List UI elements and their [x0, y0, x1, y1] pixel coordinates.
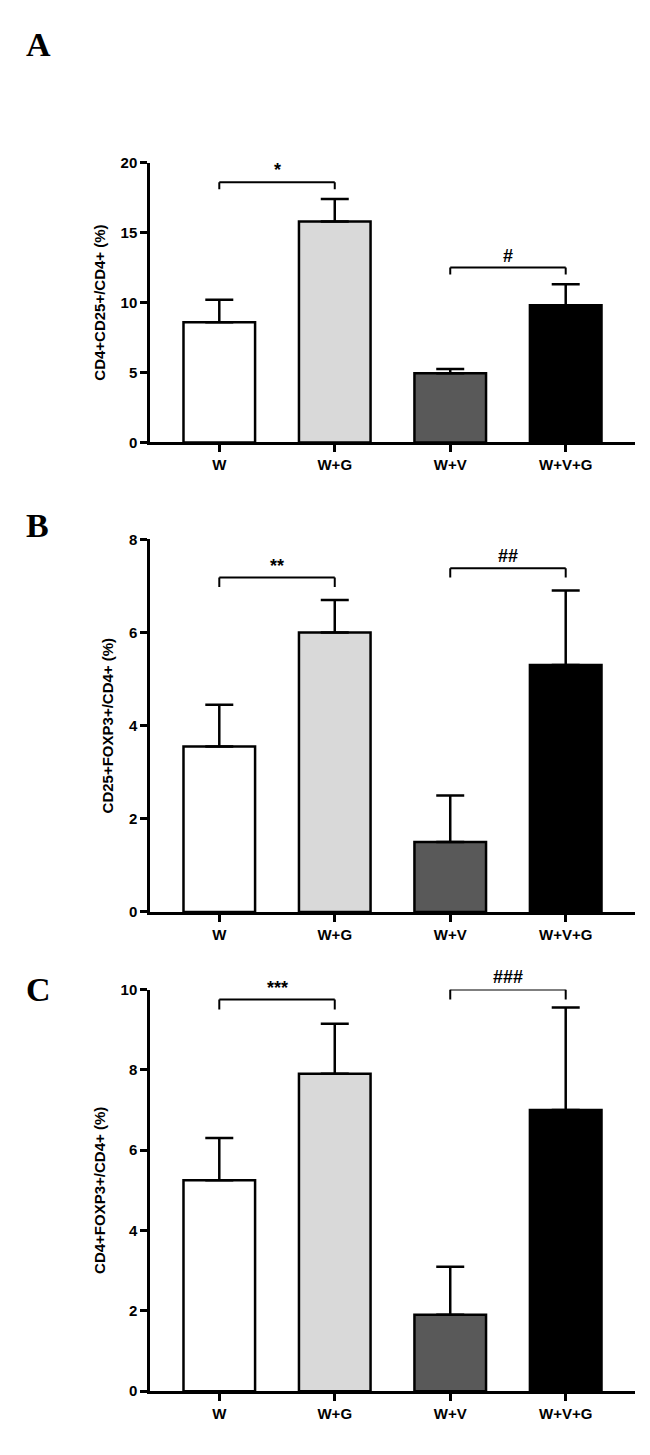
svg-text:W+V: W+V [434, 456, 467, 473]
svg-text:*: * [274, 160, 281, 180]
svg-text:B: B [26, 507, 49, 544]
svg-text:W: W [212, 456, 227, 473]
svg-text:0: 0 [129, 434, 137, 451]
svg-text:###: ### [493, 967, 523, 987]
svg-text:10: 10 [121, 981, 138, 998]
svg-text:W+V+G: W+V+G [539, 456, 592, 473]
svg-text:W+V: W+V [434, 926, 467, 943]
svg-text:##: ## [498, 546, 518, 566]
svg-text:W+G: W+G [317, 926, 352, 943]
svg-text:C: C [26, 971, 51, 1008]
svg-text:6: 6 [129, 624, 137, 641]
svg-text:15: 15 [121, 224, 138, 241]
svg-text:0: 0 [129, 1382, 137, 1399]
svg-text:2: 2 [129, 1302, 137, 1319]
svg-text:8: 8 [129, 1061, 137, 1078]
svg-text:CD4+FOXP3+/CD4+ (%): CD4+FOXP3+/CD4+ (%) [91, 1107, 108, 1274]
svg-text:**: ** [270, 556, 284, 576]
svg-text:2: 2 [129, 810, 137, 827]
svg-text:W+V: W+V [434, 1405, 467, 1422]
svg-text:CD4+CD25+/CD4+ (%): CD4+CD25+/CD4+ (%) [91, 224, 108, 380]
svg-text:0: 0 [129, 903, 137, 920]
svg-text:#: # [503, 246, 513, 266]
svg-text:4: 4 [129, 717, 138, 734]
svg-text:W+V+G: W+V+G [539, 1405, 592, 1422]
svg-text:8: 8 [129, 531, 137, 548]
svg-text:W+G: W+G [317, 456, 352, 473]
svg-text:W+V+G: W+V+G [539, 926, 592, 943]
svg-text:5: 5 [129, 364, 137, 381]
svg-text:***: *** [267, 978, 288, 998]
svg-text:W: W [212, 926, 227, 943]
svg-text:20: 20 [121, 154, 138, 171]
svg-text:6: 6 [129, 1141, 137, 1158]
svg-text:4: 4 [129, 1222, 138, 1239]
svg-text:A: A [26, 26, 51, 63]
svg-text:10: 10 [121, 294, 138, 311]
svg-text:W: W [212, 1405, 227, 1422]
svg-text:W+G: W+G [317, 1405, 352, 1422]
svg-text:CD25+FOXP3+/CD4+ (%): CD25+FOXP3+/CD4+ (%) [99, 638, 116, 813]
